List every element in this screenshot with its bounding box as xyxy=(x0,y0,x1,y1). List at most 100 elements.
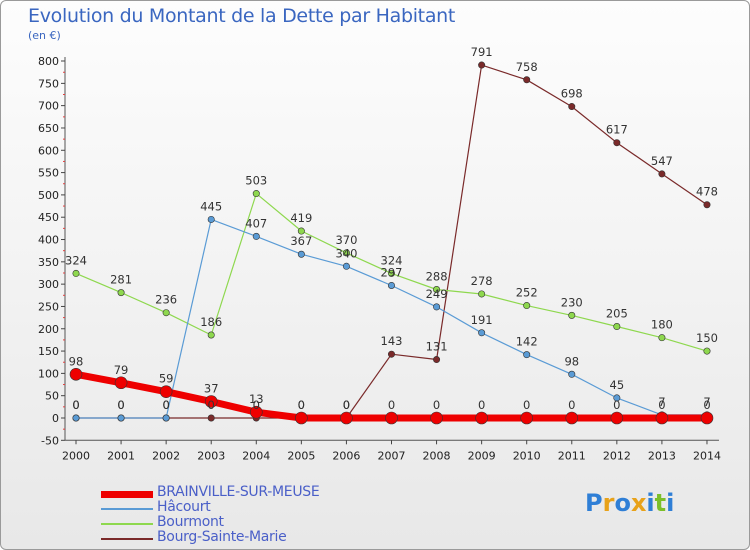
data-point xyxy=(342,262,350,270)
data-point xyxy=(295,411,308,425)
data-label: 191 xyxy=(471,313,493,327)
data-label: 252 xyxy=(516,286,538,300)
x-tick-label: 2009 xyxy=(468,449,496,462)
legend-swatch xyxy=(101,508,153,510)
legend-label: Bourg-Sainte-Marie xyxy=(157,529,287,545)
data-label: 13 xyxy=(249,392,264,406)
data-label: 547 xyxy=(651,154,673,168)
data-label: 407 xyxy=(245,216,267,230)
data-point xyxy=(207,331,215,339)
data-label: 698 xyxy=(561,87,583,101)
x-tick-label: 2005 xyxy=(287,449,315,462)
data-point xyxy=(520,411,534,425)
logo-letter: t xyxy=(654,489,667,517)
y-tick-label: 200 xyxy=(38,323,59,336)
data-point xyxy=(117,289,125,297)
data-label: 7 xyxy=(658,395,665,409)
data-label: 0 xyxy=(343,398,350,412)
x-tick-label: 2007 xyxy=(377,449,405,462)
x-tick-label: 2013 xyxy=(648,449,676,462)
y-tick-label: 300 xyxy=(38,278,59,291)
data-label: 7 xyxy=(703,395,710,409)
data-point xyxy=(613,139,621,147)
y-tick-label: 700 xyxy=(38,100,59,113)
data-label: 0 xyxy=(72,398,79,412)
data-label: 0 xyxy=(117,398,124,412)
data-point xyxy=(204,395,218,408)
data-point xyxy=(162,309,170,317)
y-tick-label: 400 xyxy=(38,234,59,247)
data-point xyxy=(703,347,711,355)
x-tick-label: 2011 xyxy=(558,449,586,462)
data-point xyxy=(703,201,711,209)
legend-label: Hâcourt xyxy=(157,499,211,515)
data-label: 288 xyxy=(426,269,448,283)
data-label: 186 xyxy=(200,315,222,329)
data-point xyxy=(72,414,80,422)
data-label: 98 xyxy=(564,354,579,368)
y-tick-label: 550 xyxy=(38,167,59,180)
data-point xyxy=(475,411,488,425)
data-point xyxy=(568,370,576,378)
logo-letter: x xyxy=(630,489,647,517)
data-point xyxy=(523,76,531,84)
data-label: 79 xyxy=(114,363,129,377)
data-label: 0 xyxy=(478,398,485,412)
data-point xyxy=(658,170,666,178)
data-point xyxy=(387,281,395,289)
data-label: 0 xyxy=(72,398,79,412)
data-label: 131 xyxy=(426,340,448,354)
y-tick-label: 350 xyxy=(38,256,59,269)
data-label: 419 xyxy=(290,211,312,225)
data-label: 37 xyxy=(204,381,219,395)
logo-letter: r xyxy=(602,489,615,517)
logo-letter: i xyxy=(646,489,655,517)
data-point xyxy=(297,250,305,258)
data-point xyxy=(342,249,350,257)
data-label: 150 xyxy=(696,331,718,345)
logo-letter: P xyxy=(585,489,603,517)
data-point xyxy=(297,227,305,235)
logo-letter: i xyxy=(666,489,675,517)
chart-title: Evolution du Montant de la Dette par Hab… xyxy=(28,5,456,27)
data-point xyxy=(207,414,215,422)
data-point xyxy=(478,290,486,298)
y-tick-label: 800 xyxy=(38,55,59,68)
data-label: 236 xyxy=(155,293,177,307)
data-label: 0 xyxy=(388,398,395,412)
data-label: 0 xyxy=(343,398,350,412)
data-point xyxy=(568,103,576,111)
data-point xyxy=(568,311,576,319)
x-tick-label: 2002 xyxy=(152,449,180,462)
data-label: 503 xyxy=(245,174,267,188)
y-tick-label: 250 xyxy=(38,300,59,313)
data-point xyxy=(430,411,443,425)
data-label: 0 xyxy=(162,398,169,412)
data-point xyxy=(523,351,531,359)
legend-label: BRAINVILLE-SUR-MEUSE xyxy=(157,484,320,500)
data-point xyxy=(478,61,486,69)
data-point xyxy=(610,411,624,425)
data-point xyxy=(340,411,353,425)
data-point xyxy=(658,334,666,342)
series-line xyxy=(75,64,708,419)
data-point xyxy=(207,215,215,223)
y-tick-label: 500 xyxy=(38,189,59,202)
legend-swatch xyxy=(101,523,153,525)
data-point xyxy=(700,411,714,425)
data-point xyxy=(69,367,83,381)
data-point xyxy=(523,302,531,310)
data-point xyxy=(114,376,128,390)
data-point xyxy=(613,323,621,331)
legend-swatch xyxy=(101,538,153,540)
data-point xyxy=(433,303,441,311)
data-label: 0 xyxy=(162,398,169,412)
x-tick-label: 2008 xyxy=(423,449,451,462)
data-label: 324 xyxy=(381,253,403,267)
y-tick-label: 0 xyxy=(52,412,59,425)
data-point xyxy=(387,269,395,277)
x-tick-label: 2006 xyxy=(332,449,360,462)
data-label: 281 xyxy=(110,273,132,287)
data-label: 0 xyxy=(433,398,440,412)
y-tick-label: 650 xyxy=(38,122,59,135)
